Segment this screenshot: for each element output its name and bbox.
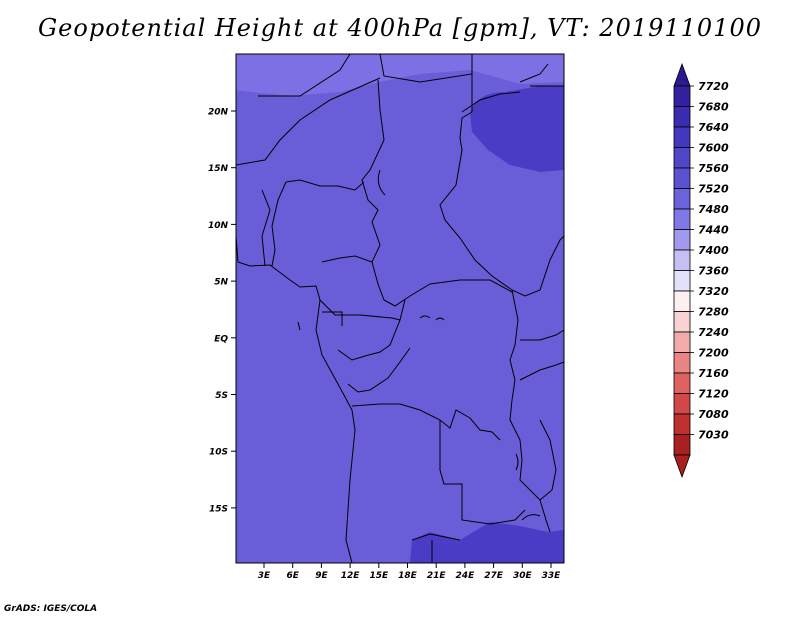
lat-axis: 20N 15N 10N 5N EQ 5S 10S 15S (208, 108, 236, 514)
lon-label: 15E (369, 571, 389, 581)
colorbar-level-label: 7120 (698, 388, 729, 401)
colorbar-swatch (673, 331, 691, 353)
colorbar-swatch (673, 270, 691, 292)
field-high-region (470, 86, 564, 172)
colorbar-level-label: 7440 (698, 224, 729, 237)
colorbar-level-label: 7280 (698, 306, 729, 319)
country-borders (235, 53, 565, 564)
lat-label: 10N (208, 221, 229, 231)
colorbar-level-label: 7400 (698, 244, 729, 257)
lon-label: 18E (398, 571, 418, 581)
lat-label: EQ (214, 334, 228, 344)
colorbar-swatch (673, 147, 691, 169)
map-frame (235, 53, 565, 564)
colorbar-level-label: 7030 (698, 429, 729, 442)
lon-label: 9E (315, 571, 328, 581)
colorbar-swatch (673, 188, 691, 210)
map-title: Geopotential Height at 400hPa [gpm], VT:… (38, 14, 762, 42)
lat-label: 20N (208, 108, 229, 118)
colorbar-top-arrow (673, 62, 691, 87)
colorbar-swatch (673, 106, 691, 128)
lat-label: 15S (209, 504, 228, 514)
colorbar-swatch (673, 372, 691, 394)
colorbar-level-label: 7240 (698, 326, 729, 339)
lon-label: 27E (484, 571, 504, 581)
colorbar-level-label: 7560 (698, 162, 729, 175)
lat-label: 5N (214, 278, 228, 288)
colorbar-level-label: 7520 (698, 183, 729, 196)
lon-label: 33E (542, 571, 562, 581)
grads-credit: GrADS: IGES/COLA (4, 604, 98, 614)
lon-label: 30E (513, 571, 533, 581)
colorbar-swatch (673, 290, 691, 312)
colorbar-swatch (673, 352, 691, 374)
colorbar-swatch (673, 126, 691, 148)
lon-label: 6E (286, 571, 299, 581)
lon-label: 21E (427, 571, 447, 581)
colorbar-swatch (673, 229, 691, 251)
colorbar-level-label: 7360 (698, 265, 729, 278)
lon-axis: 3E 6E 9E 12E 15E 18E 21E 24E 27E 30E 33E (258, 563, 561, 581)
colorbar-level-label: 7680 (698, 101, 729, 114)
colorbar-level-label: 7200 (698, 347, 729, 360)
colorbar-level-label: 7160 (698, 367, 729, 380)
colorbar-swatch (673, 393, 691, 415)
colorbar-swatch (673, 85, 691, 107)
colorbar-swatch (673, 167, 691, 189)
colorbar-level-label: 7080 (698, 408, 729, 421)
colorbar: 7720 7680 7640 7600 7560 7520 7480 7440 7400 7360… (673, 62, 729, 479)
field-low-region (410, 522, 564, 563)
colorbar-bottom-arrow (673, 454, 691, 479)
colorbar-swatch (673, 413, 691, 435)
colorbar-level-label: 7600 (698, 142, 729, 155)
colorbar-swatch (673, 311, 691, 333)
colorbar-level-label: 7640 (698, 121, 729, 134)
colorbar-level-label: 7720 (698, 80, 729, 93)
lat-label: 15N (208, 164, 229, 174)
map-plot-area (235, 53, 565, 564)
colorbar-swatch (673, 208, 691, 230)
colorbar-swatch (673, 249, 691, 271)
colorbar-level-label: 7320 (698, 285, 729, 298)
lon-label: 24E (456, 571, 476, 581)
colorbar-swatch (673, 434, 691, 456)
lon-label: 3E (258, 571, 271, 581)
lon-label: 12E (341, 571, 361, 581)
colorbar-level-label: 7480 (698, 203, 729, 216)
field-north-strip (236, 54, 564, 96)
lat-label: 5S (215, 391, 228, 401)
lat-label: 10S (209, 448, 228, 458)
